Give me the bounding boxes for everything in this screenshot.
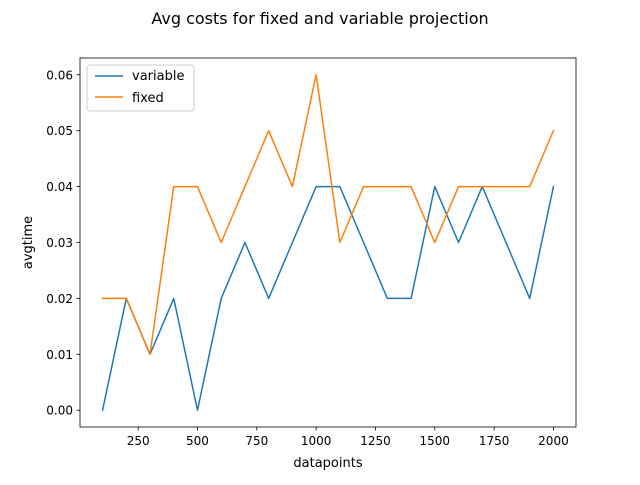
y-tick-label: 0.05 — [46, 124, 73, 138]
y-tick-label: 0.03 — [46, 236, 73, 250]
legend-label-fixed: fixed — [132, 91, 164, 106]
series-line-variable — [101, 185, 555, 412]
x-tick-label: 1500 — [420, 434, 451, 448]
y-tick-label: 0.00 — [46, 404, 73, 418]
x-tick-label: 1000 — [301, 434, 332, 448]
chart-title: Avg costs for fixed and variable project… — [151, 9, 488, 28]
y-tick-label: 0.06 — [46, 68, 73, 82]
x-tick-label: 750 — [245, 434, 268, 448]
y-tick-label: 0.02 — [46, 292, 73, 306]
plot-frame — [80, 58, 576, 427]
x-axis-ticks: 250 500 750 1000 1250 1500 1750 2000 — [127, 427, 569, 448]
y-tick-label: 0.04 — [46, 180, 73, 194]
y-tick-label: 0.01 — [46, 348, 73, 362]
x-tick-label: 1250 — [360, 434, 391, 448]
x-tick-label: 1750 — [479, 434, 510, 448]
x-tick-label: 250 — [127, 434, 150, 448]
plot-area — [80, 58, 576, 427]
x-axis-label: datapoints — [293, 456, 362, 471]
x-tick-label: 2000 — [538, 434, 569, 448]
plot-border — [79, 57, 577, 428]
y-axis-label: avgtime — [21, 216, 36, 269]
legend-label-variable: variable — [132, 69, 184, 84]
y-axis-ticks: 0.00 0.01 0.02 0.03 0.04 0.05 0.06 — [46, 68, 80, 418]
series-layer — [101, 74, 555, 412]
series-line-fixed — [101, 74, 555, 356]
x-tick-label: 500 — [186, 434, 209, 448]
legend: variable fixed — [86, 64, 195, 112]
